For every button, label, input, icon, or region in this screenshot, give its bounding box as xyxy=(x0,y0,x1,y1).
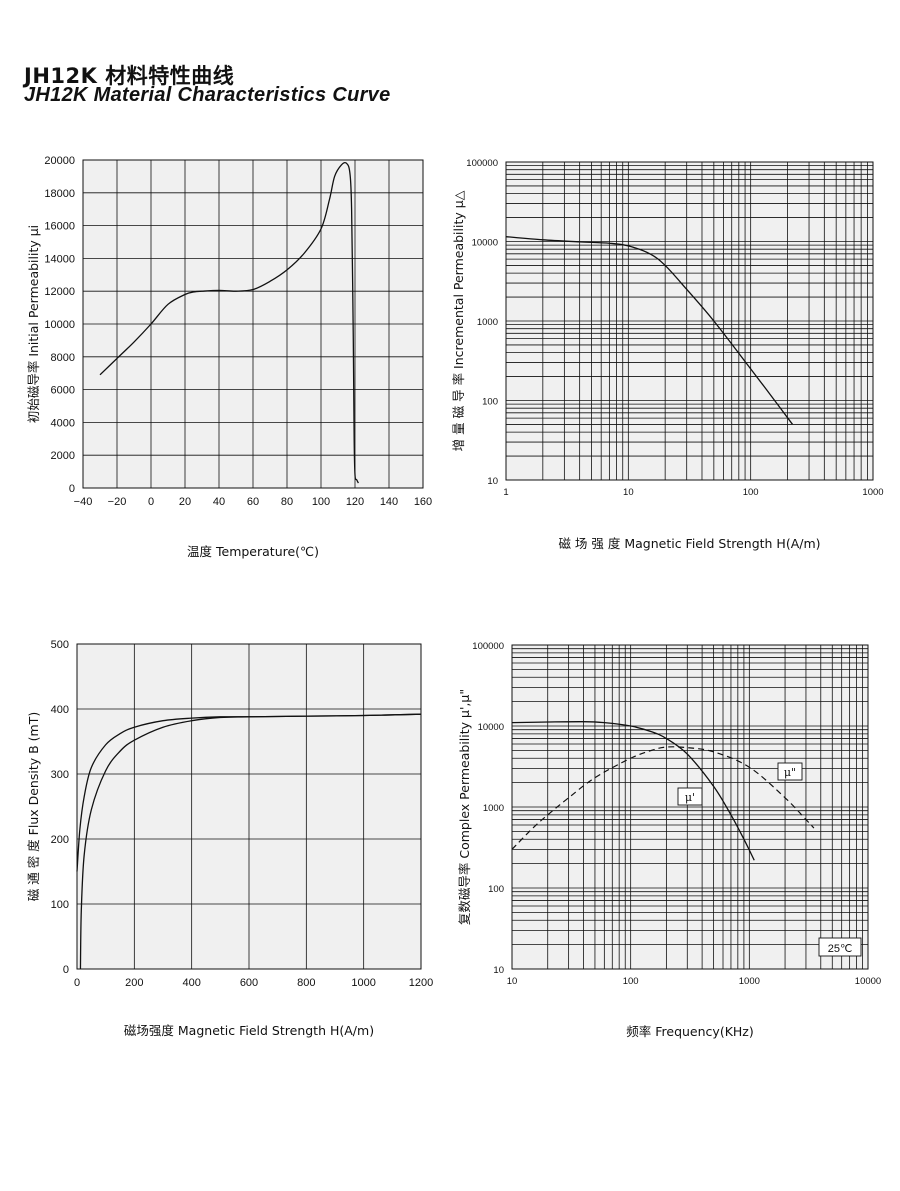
x-tick-label: 400 xyxy=(182,977,200,989)
y-tick-label: 100000 xyxy=(472,641,504,652)
y-axis-label: 初始磁导率 Initial Permeability μi xyxy=(26,225,41,423)
x-tick-label: 100 xyxy=(312,496,330,508)
x-tick-label: 160 xyxy=(414,496,432,508)
y-axis-label: 复数磁导率 Complex Permeability μ',μ" xyxy=(457,689,472,925)
x-tick-label: 140 xyxy=(380,496,398,508)
x-axis-label: 频率 Frequency(KHz) xyxy=(626,1024,753,1039)
chart-incremental-permeability-vs-field: 1 10 100 1000 10 100 1000 10000 100000 磁 场 强 度 Ma… xyxy=(451,158,884,551)
page-title-cn: JH12K 材料特性曲线 xyxy=(24,64,235,88)
x-tick-label: 10000 xyxy=(855,976,881,987)
series-label-box xyxy=(777,762,803,781)
y-tick-label: 1000 xyxy=(477,317,498,328)
y-tick-label: 100 xyxy=(488,884,504,895)
y-tick-label: 4000 xyxy=(51,417,75,429)
series-label: μ" xyxy=(784,766,796,779)
x-tick-label: −40 xyxy=(74,496,93,508)
y-tick-label: 14000 xyxy=(44,253,75,265)
y-axis-label: 增 量 磁 导 率 Incremental Permeability μ△ xyxy=(451,190,466,451)
x-tick-label: 0 xyxy=(74,977,80,989)
y-tick-label: 200 xyxy=(51,834,69,846)
x-tick-label: 120 xyxy=(346,496,364,508)
x-tick-label: 20 xyxy=(179,496,191,508)
x-tick-label: 10 xyxy=(507,976,518,987)
series-line-2 xyxy=(511,746,815,850)
page-title-en: JH12K Material Characteristics Curve xyxy=(24,84,391,106)
x-tick-label: 200 xyxy=(125,977,143,989)
y-tick-label: 10 xyxy=(493,965,504,976)
x-tick-label: 1000 xyxy=(351,977,375,989)
y-tick-label: 10 xyxy=(487,476,498,487)
series-line-1 xyxy=(99,161,359,484)
series-line-1 xyxy=(505,236,794,425)
x-tick-label: 1200 xyxy=(409,977,433,989)
chart-permeability-vs-temperature: −40 −20 0 20 40 60 80 100 120 140 160 0 2000 4000 6000… xyxy=(26,155,432,559)
y-tick-label: 12000 xyxy=(44,286,75,298)
y-tick-label: 100000 xyxy=(466,158,498,169)
y-tick-label: 10000 xyxy=(44,319,75,331)
y-tick-label: 20000 xyxy=(44,155,75,167)
x-tick-label: 600 xyxy=(240,977,258,989)
chart-flux-density-vs-field: 0 200 400 600 800 1000 1200 0 100 200 300 400 500 磁场强… xyxy=(26,639,433,1038)
chart-complex-permeability-vs-frequency: 10 100 1000 10000 10 100 1000 10000 100000 频率 Fre… xyxy=(457,641,881,1039)
y-tick-label: 1000 xyxy=(483,803,504,814)
x-tick-label: 1 xyxy=(503,487,508,498)
temperature-annotation: 25℃ xyxy=(828,943,853,955)
y-tick-label: 400 xyxy=(51,704,69,716)
y-tick-label: 100 xyxy=(51,899,69,911)
series-label-box xyxy=(677,787,703,806)
x-tick-label: 0 xyxy=(148,496,154,508)
y-tick-label: 2000 xyxy=(51,450,75,462)
series-line-2 xyxy=(79,713,422,970)
x-tick-label: 100 xyxy=(743,487,759,498)
series-line-1 xyxy=(511,721,755,861)
x-tick-label: 40 xyxy=(213,496,225,508)
y-axis-label: 磁 通 密 度 Flux Density B (mT) xyxy=(26,712,41,901)
y-tick-label: 500 xyxy=(51,639,69,651)
y-tick-label: 6000 xyxy=(51,385,75,397)
x-axis-label: 磁场强度 Magnetic Field Strength H(A/m) xyxy=(124,1023,374,1038)
x-tick-label: 1000 xyxy=(739,976,760,987)
y-tick-label: 10000 xyxy=(472,238,498,249)
y-tick-label: 0 xyxy=(63,964,69,976)
x-tick-label: 60 xyxy=(247,496,259,508)
x-tick-label: 80 xyxy=(281,496,293,508)
y-tick-label: 10000 xyxy=(478,722,504,733)
y-tick-label: 8000 xyxy=(51,352,75,364)
x-axis-label: 温度 Temperature(℃) xyxy=(187,544,319,559)
x-axis-label: 磁 场 强 度 Magnetic Field Strength H(A/m) xyxy=(558,536,820,551)
x-tick-label: 800 xyxy=(297,977,315,989)
y-tick-label: 18000 xyxy=(44,188,75,200)
x-tick-label: −20 xyxy=(108,496,127,508)
y-tick-label: 16000 xyxy=(44,221,75,233)
x-tick-label: 100 xyxy=(623,976,639,987)
y-tick-label: 300 xyxy=(51,769,69,781)
y-tick-label: 100 xyxy=(482,397,498,408)
series-label: μ' xyxy=(685,791,695,804)
x-tick-label: 10 xyxy=(623,487,634,498)
y-tick-label: 0 xyxy=(69,483,75,495)
temperature-annotation-box xyxy=(818,937,862,957)
x-tick-label: 1000 xyxy=(862,487,883,498)
